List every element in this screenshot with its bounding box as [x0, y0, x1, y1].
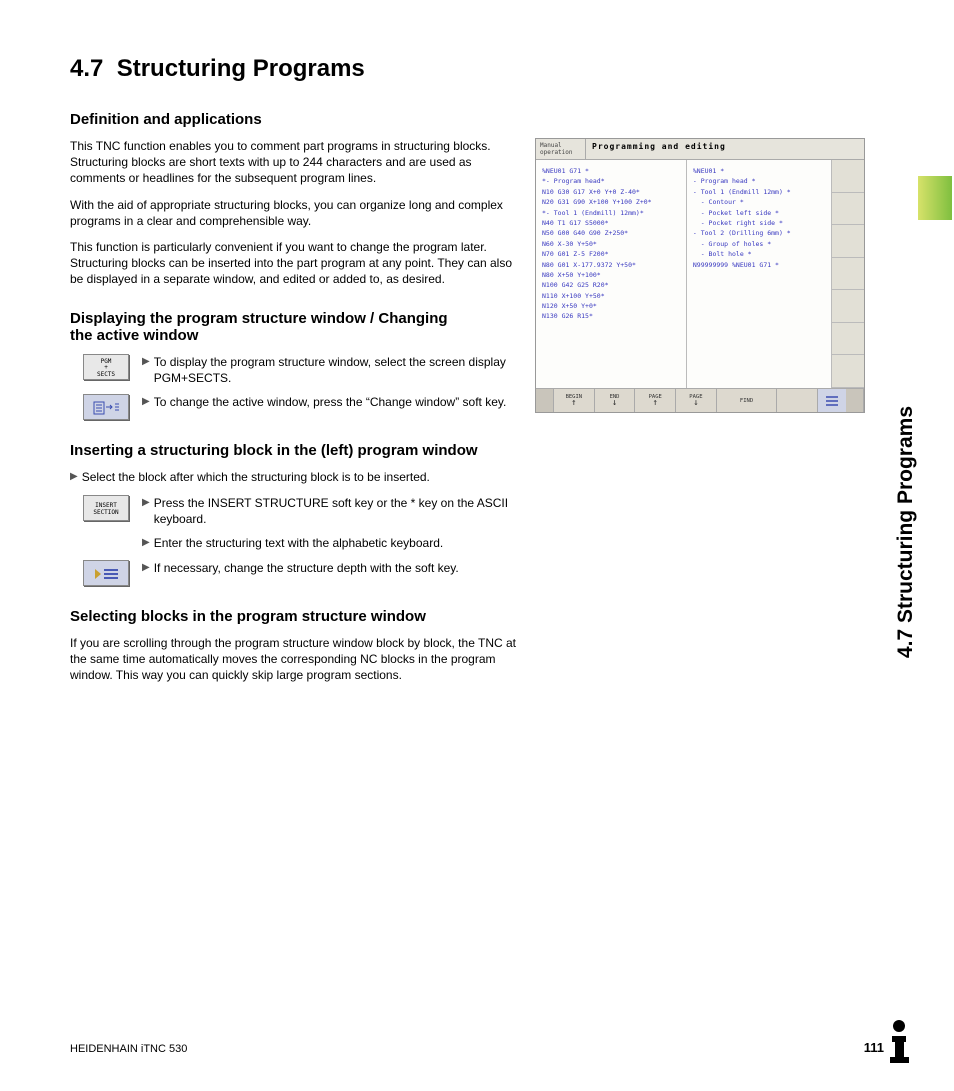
code-line: *- Tool 1 (Endmill) 12mm)*: [542, 208, 680, 218]
para-3: This function is particularly convenient…: [70, 239, 520, 288]
bullet-caret-icon: ▶: [70, 470, 78, 485]
code-line: N80 G01 X-177.9372 Y+50*: [542, 260, 680, 270]
instr-display-2: To change the active window, press the “…: [154, 394, 507, 410]
code-line: N100 G42 G25 R20*: [542, 280, 680, 290]
para-4: Select the block after which the structu…: [82, 469, 430, 485]
para-1: This TNC function enables you to comment…: [70, 138, 520, 187]
structure-line: - Bolt hole *: [693, 249, 825, 259]
fkey-end[interactable]: END↓: [595, 389, 636, 412]
side-tab-label: 4.7 Structuring Programs: [894, 406, 918, 658]
code-line: N40 T1 G17 S5000*: [542, 218, 680, 228]
section-title: 4.7 Structuring Programs: [70, 55, 884, 83]
code-line: %NEU01 G71 *: [542, 166, 680, 176]
fkey-begin[interactable]: BEGIN↑: [554, 389, 595, 412]
structure-line: N99999999 %NEU01 G71 *: [693, 260, 825, 270]
code-line: N110 X+100 Y+50*: [542, 291, 680, 301]
structure-line: - Tool 1 (Endmill 12mm) *: [693, 187, 825, 197]
bullet-caret-icon: ▶: [142, 355, 150, 369]
instr-insert-3: If necessary, change the structure depth…: [154, 560, 459, 576]
structure-line: - Tool 2 (Drilling 6mm) *: [693, 228, 825, 238]
bullet-caret-icon: ▶: [142, 496, 150, 510]
structure-line: - Contour *: [693, 197, 825, 207]
softkey-pgm-sects[interactable]: PGM + SECTS: [83, 354, 129, 380]
mode-label: Manual operation: [536, 139, 586, 159]
thumb-index-marker: [918, 176, 952, 220]
fkey-page-up[interactable]: PAGE↑: [635, 389, 676, 412]
code-line: N50 G00 G40 G90 Z+250*: [542, 228, 680, 238]
bullet-caret-icon: ▶: [142, 536, 150, 550]
code-line: N70 G01 Z-5 F200*: [542, 249, 680, 259]
heading-inserting: Inserting a structuring block in the (le…: [70, 442, 510, 459]
heading-definition: Definition and applications: [70, 111, 520, 128]
instr-insert-2: Enter the structuring text with the alph…: [154, 535, 444, 551]
section-name: Structuring Programs: [117, 55, 365, 82]
instr-insert-1: Press the INSERT STRUCTURE soft key or t…: [154, 495, 520, 527]
code-line: N120 X+50 Y+0*: [542, 301, 680, 311]
structure-pane: %NEU01 *- Program head *- Tool 1 (Endmil…: [687, 160, 831, 388]
heading-selecting: Selecting blocks in the program structur…: [70, 608, 470, 625]
footer-product: HEIDENHAIN iTNC 530: [70, 1043, 187, 1055]
bullet-caret-icon: ▶: [142, 561, 150, 575]
code-line: N20 G31 G90 X+100 Y+100 Z+0*: [542, 197, 680, 207]
screen-title: Programming and editing: [586, 139, 864, 159]
vertical-softkey-bar: [831, 160, 864, 388]
fkey-structure-icon[interactable]: [818, 389, 846, 412]
fkey-row: BEGIN↑ END↓ PAGE↑ PAGE↓ FIND: [536, 388, 864, 412]
heading-display-window: Displaying the program structure window …: [70, 310, 470, 344]
instr-display-1: To display the program structure window,…: [154, 354, 520, 386]
code-line: N80 X+50 Y+100*: [542, 270, 680, 280]
bullet-caret-icon: ▶: [142, 395, 150, 409]
code-line: *- Program head*: [542, 176, 680, 186]
fkey-page-down[interactable]: PAGE↓: [676, 389, 717, 412]
section-number: 4.7: [70, 55, 103, 82]
code-line: N130 G26 R15*: [542, 311, 680, 321]
side-tab: 4.7 Structuring Programs: [888, 46, 918, 406]
fkey-find[interactable]: FIND: [717, 389, 778, 412]
softkey-indent[interactable]: [83, 560, 129, 586]
structure-line: - Program head *: [693, 176, 825, 186]
program-editor-screenshot: Manual operation Programming and editing…: [535, 138, 865, 413]
code-line: N10 G30 G17 X+0 Y+0 Z-40*: [542, 187, 680, 197]
code-line: N60 X-30 Y+50*: [542, 239, 680, 249]
structure-line: - Group of holes *: [693, 239, 825, 249]
para-5: If you are scrolling through the program…: [70, 635, 520, 684]
info-icon: [874, 1017, 924, 1067]
softkey-insert-section[interactable]: INSERT SECTION: [83, 495, 129, 521]
para-2: With the aid of appropriate structuring …: [70, 197, 520, 229]
fkey-empty: [777, 389, 818, 412]
structure-line: - Pocket right side *: [693, 218, 825, 228]
softkey-change-window[interactable]: [83, 394, 129, 420]
structure-line: - Pocket left side *: [693, 208, 825, 218]
program-pane: %NEU01 G71 **- Program head*N10 G30 G17 …: [536, 160, 687, 388]
structure-line: %NEU01 *: [693, 166, 825, 176]
